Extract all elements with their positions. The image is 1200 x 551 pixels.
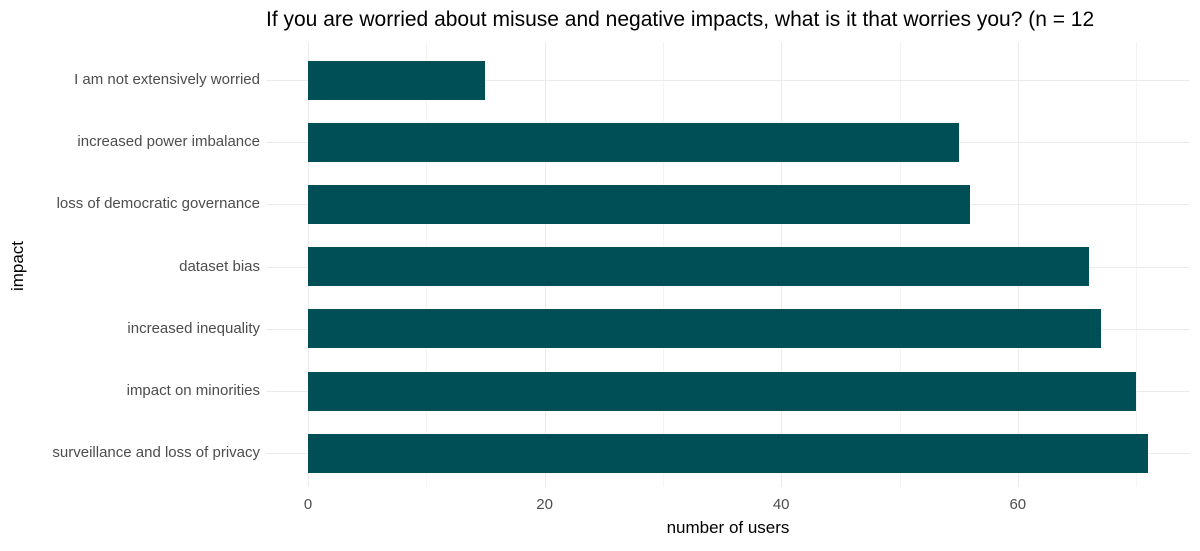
x-tick-label: 0	[303, 496, 313, 513]
bar	[308, 433, 1148, 473]
category-label: dataset bias	[179, 257, 260, 275]
bar	[308, 247, 1089, 287]
x-axis-title: number of users	[666, 518, 790, 537]
bar	[308, 184, 971, 224]
category-label: loss of democratic governance	[56, 195, 260, 213]
category-label: surveillance and loss of privacy	[52, 444, 260, 462]
x-tick-label: 40	[772, 496, 790, 513]
category-label: I am not extensively worried	[74, 71, 260, 88]
bar	[308, 371, 1137, 411]
plot-area	[266, 42, 1190, 487]
x-tick-label: 20	[536, 496, 553, 513]
category-gridline	[266, 80, 1190, 81]
category-label: impact on minorities	[126, 382, 260, 399]
x-tick-label: 60	[1009, 496, 1027, 513]
minor-gridline	[1136, 42, 1138, 487]
bar	[308, 60, 486, 100]
bar	[308, 122, 959, 162]
bar	[308, 309, 1101, 349]
chart-title: If you are worried about misuse and nega…	[266, 8, 1095, 31]
category-label: increased power imbalance	[77, 133, 260, 151]
category-label: increased inequality	[127, 319, 260, 337]
